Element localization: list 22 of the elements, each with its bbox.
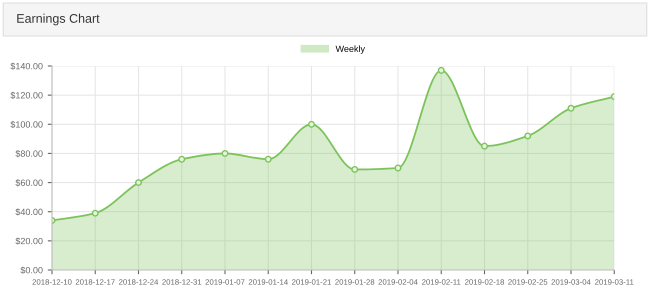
y-tick-label: $20.00 [15,237,43,245]
point [92,210,99,217]
point [438,66,445,74]
y-tick-label: $120.00 [10,92,43,100]
y-tick-label: $0.00 [20,266,43,274]
point [524,132,532,140]
chart-title: Earnings Chart [17,14,100,26]
y-tick-label: $80.00 [15,150,43,158]
point [568,104,574,112]
legend-label: Weekly [336,45,365,54]
point [222,150,228,157]
point [351,166,358,173]
point [308,120,315,128]
y-tick-label: $40.00 [15,208,43,216]
point [481,142,488,150]
point [394,164,402,172]
y-tick-label: $100.00 [10,120,43,128]
point [264,156,272,163]
point [135,179,142,186]
y-tick-label: $140.00 [10,62,43,70]
point [178,156,186,163]
y-tick-label: $60.00 [15,179,43,186]
